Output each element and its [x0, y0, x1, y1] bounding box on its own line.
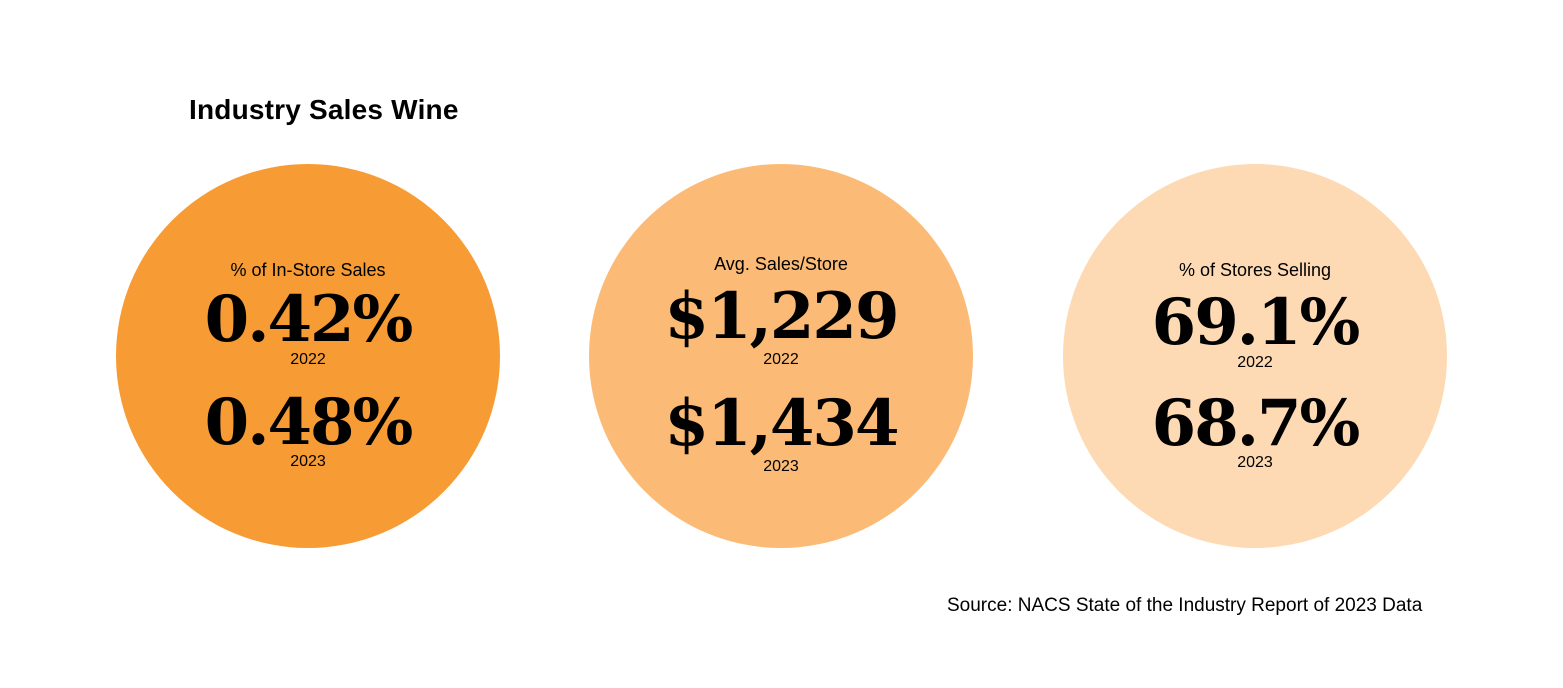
stat-year-2022: 2022 — [1237, 354, 1273, 371]
source-note: Source: NACS State of the Industry Repor… — [947, 595, 1423, 616]
stat-year-2023: 2023 — [290, 453, 326, 470]
stat-value-2023: $1,434 — [664, 386, 900, 461]
stat-circle-avg-sales-store: Avg. Sales/Store $1,229 2022 $1,434 2023 — [589, 164, 973, 548]
stat-label: % of Stores Selling — [1178, 260, 1332, 280]
page-title: Industry Sales Wine — [189, 94, 459, 125]
stat-circle-in-store-sales: % of In-Store Sales 0.42% 2022 0.48% 202… — [116, 164, 500, 548]
stat-year-2023: 2023 — [1237, 454, 1273, 471]
stat-value-2023: 68.7% — [1151, 386, 1361, 461]
stat-value-2023: 0.48% — [204, 385, 414, 460]
stat-label: Avg. Sales/Store — [714, 254, 848, 274]
stat-year-2022: 2022 — [763, 351, 799, 368]
stat-value-2022: 69.1% — [1151, 285, 1361, 360]
stat-value-2022: $1,229 — [664, 279, 900, 354]
stat-value-2022: 0.42% — [204, 282, 414, 357]
stat-circle-stores-selling: % of Stores Selling 69.1% 2022 68.7% 202… — [1063, 164, 1447, 548]
stat-label: % of In-Store Sales — [230, 260, 386, 280]
stat-year-2023: 2023 — [763, 458, 799, 475]
stat-year-2022: 2022 — [290, 351, 326, 368]
